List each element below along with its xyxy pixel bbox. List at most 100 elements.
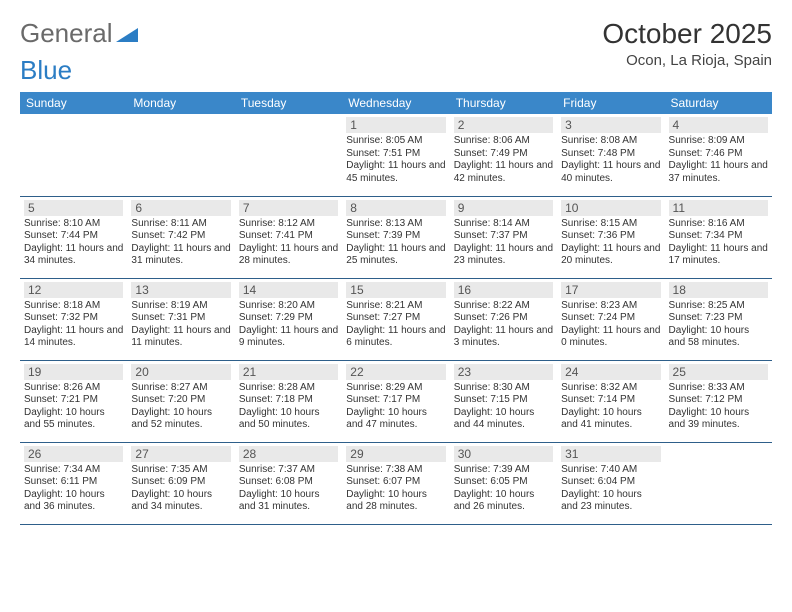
day-number: 20 xyxy=(131,364,230,380)
day-number: 7 xyxy=(239,200,338,216)
day-number: 28 xyxy=(239,446,338,462)
day-number: 19 xyxy=(24,364,123,380)
day-info: Sunrise: 8:19 AMSunset: 7:31 PMDaylight:… xyxy=(131,300,230,350)
day-info: Sunrise: 8:33 AMSunset: 7:12 PMDaylight:… xyxy=(669,382,768,432)
calendar-cell: 19 Sunrise: 8:26 AMSunset: 7:21 PMDayligh… xyxy=(20,360,127,442)
day-info: Sunrise: 8:16 AMSunset: 7:34 PMDaylight:… xyxy=(669,218,768,268)
day-number: 10 xyxy=(561,200,660,216)
day-number: 6 xyxy=(131,200,230,216)
day-info: Sunrise: 8:25 AMSunset: 7:23 PMDaylight:… xyxy=(669,300,768,350)
calendar-table: SundayMondayTuesdayWednesdayThursdayFrid… xyxy=(20,92,772,525)
day-info: Sunrise: 8:05 AMSunset: 7:51 PMDaylight:… xyxy=(346,135,445,185)
calendar-cell: 24Sunrise: 8:32 AMSunset: 7:14 PMDayligh… xyxy=(557,360,664,442)
calendar-cell: 13 Sunrise: 8:19 AMSunset: 7:31 PMDayligh… xyxy=(127,278,234,360)
day-info: Sunrise: 7:39 AMSunset: 6:05 PMDaylight:… xyxy=(454,464,553,514)
day-info: Sunrise: 8:13 AMSunset: 7:39 PMDaylight:… xyxy=(346,218,445,268)
calendar-cell: 6 Sunrise: 8:11 AMSunset: 7:42 PMDaylight… xyxy=(127,196,234,278)
day-number: 8 xyxy=(346,200,445,216)
calendar-cell: 7 Sunrise: 8:12 AMSunset: 7:41 PMDaylight… xyxy=(235,196,342,278)
day-info: Sunrise: 8:26 AMSunset: 7:21 PMDaylight:… xyxy=(24,382,123,432)
day-header: Friday xyxy=(557,92,664,114)
day-info: Sunrise: 8:21 AMSunset: 7:27 PMDaylight:… xyxy=(346,300,445,350)
day-info: Sunrise: 7:34 AMSunset: 6:11 PMDaylight:… xyxy=(24,464,123,514)
calendar-cell: 25 Sunrise: 8:33 AMSunset: 7:12 PMDayligh… xyxy=(665,360,772,442)
day-info: Sunrise: 8:14 AMSunset: 7:37 PMDaylight:… xyxy=(454,218,553,268)
calendar-row: 1 Sunrise: 8:05 AMSunset: 7:51 PMDaylight… xyxy=(20,114,772,196)
day-info: Sunrise: 7:37 AMSunset: 6:08 PMDaylight:… xyxy=(239,464,338,514)
day-number: 25 xyxy=(669,364,768,380)
day-number: 2 xyxy=(454,117,553,133)
calendar-cell: 5 Sunrise: 8:10 AMSunset: 7:44 PMDaylight… xyxy=(20,196,127,278)
day-info: Sunrise: 8:11 AMSunset: 7:42 PMDaylight:… xyxy=(131,218,230,268)
day-number: 29 xyxy=(346,446,445,462)
day-info: Sunrise: 7:38 AMSunset: 6:07 PMDaylight:… xyxy=(346,464,445,514)
day-info: Sunrise: 8:22 AMSunset: 7:26 PMDaylight:… xyxy=(454,300,553,350)
calendar-cell: 16 Sunrise: 8:22 AMSunset: 7:26 PMDayligh… xyxy=(450,278,557,360)
day-number: 21 xyxy=(239,364,338,380)
day-header-row: SundayMondayTuesdayWednesdayThursdayFrid… xyxy=(20,92,772,114)
day-header: Thursday xyxy=(450,92,557,114)
day-info: Sunrise: 8:20 AMSunset: 7:29 PMDaylight:… xyxy=(239,300,338,350)
day-number: 12 xyxy=(24,282,123,298)
day-number: 5 xyxy=(24,200,123,216)
day-number: 11 xyxy=(669,200,768,216)
calendar-cell: 10 Sunrise: 8:15 AMSunset: 7:36 PMDayligh… xyxy=(557,196,664,278)
day-number: 9 xyxy=(454,200,553,216)
calendar-cell: 14Sunrise: 8:20 AMSunset: 7:29 PMDayligh… xyxy=(235,278,342,360)
calendar-row: 26Sunrise: 7:34 AMSunset: 6:11 PMDayligh… xyxy=(20,442,772,524)
calendar-cell xyxy=(235,114,342,196)
calendar-cell: 1 Sunrise: 8:05 AMSunset: 7:51 PMDaylight… xyxy=(342,114,449,196)
day-info: Sunrise: 8:29 AMSunset: 7:17 PMDaylight:… xyxy=(346,382,445,432)
day-number: 1 xyxy=(346,117,445,133)
logo-text-2: Blue xyxy=(20,55,72,85)
day-info: Sunrise: 7:40 AMSunset: 6:04 PMDaylight:… xyxy=(561,464,660,514)
calendar-cell: 29 Sunrise: 7:38 AMSunset: 6:07 PMDayligh… xyxy=(342,442,449,524)
calendar-cell: 18 Sunrise: 8:25 AMSunset: 7:23 PMDayligh… xyxy=(665,278,772,360)
day-header: Sunday xyxy=(20,92,127,114)
day-info: Sunrise: 8:23 AMSunset: 7:24 PMDaylight:… xyxy=(561,300,660,350)
day-number: 31 xyxy=(561,446,660,462)
calendar-cell: 9 Sunrise: 8:14 AMSunset: 7:37 PMDaylight… xyxy=(450,196,557,278)
calendar-cell: 12 Sunrise: 8:18 AMSunset: 7:32 PMDayligh… xyxy=(20,278,127,360)
calendar-cell: 15 Sunrise: 8:21 AMSunset: 7:27 PMDayligh… xyxy=(342,278,449,360)
day-info: Sunrise: 7:35 AMSunset: 6:09 PMDaylight:… xyxy=(131,464,230,514)
day-info: Sunrise: 8:06 AMSunset: 7:49 PMDaylight:… xyxy=(454,135,553,185)
calendar-cell: 30 Sunrise: 7:39 AMSunset: 6:05 PMDayligh… xyxy=(450,442,557,524)
day-info: Sunrise: 8:15 AMSunset: 7:36 PMDaylight:… xyxy=(561,218,660,268)
day-number: 13 xyxy=(131,282,230,298)
day-number: 30 xyxy=(454,446,553,462)
day-number: 23 xyxy=(454,364,553,380)
month-title: October 2025 xyxy=(602,18,772,50)
calendar-row: 12 Sunrise: 8:18 AMSunset: 7:32 PMDayligh… xyxy=(20,278,772,360)
day-info: Sunrise: 8:30 AMSunset: 7:15 PMDaylight:… xyxy=(454,382,553,432)
day-number: 24 xyxy=(561,364,660,380)
calendar-cell: 11 Sunrise: 8:16 AMSunset: 7:34 PMDayligh… xyxy=(665,196,772,278)
calendar-cell: 28 Sunrise: 7:37 AMSunset: 6:08 PMDayligh… xyxy=(235,442,342,524)
calendar-cell: 26Sunrise: 7:34 AMSunset: 6:11 PMDayligh… xyxy=(20,442,127,524)
day-number: 16 xyxy=(454,282,553,298)
calendar-row: 5 Sunrise: 8:10 AMSunset: 7:44 PMDaylight… xyxy=(20,196,772,278)
calendar-cell: 20Sunrise: 8:27 AMSunset: 7:20 PMDayligh… xyxy=(127,360,234,442)
day-number: 17 xyxy=(561,282,660,298)
calendar-cell: 23 Sunrise: 8:30 AMSunset: 7:15 PMDayligh… xyxy=(450,360,557,442)
calendar-cell: 17 Sunrise: 8:23 AMSunset: 7:24 PMDayligh… xyxy=(557,278,664,360)
logo-triangle-icon xyxy=(116,18,138,49)
day-info: Sunrise: 8:09 AMSunset: 7:46 PMDaylight:… xyxy=(669,135,768,185)
day-number: 18 xyxy=(669,282,768,298)
day-info: Sunrise: 8:12 AMSunset: 7:41 PMDaylight:… xyxy=(239,218,338,268)
calendar-cell: 2 Sunrise: 8:06 AMSunset: 7:49 PMDaylight… xyxy=(450,114,557,196)
day-info: Sunrise: 8:18 AMSunset: 7:32 PMDaylight:… xyxy=(24,300,123,350)
day-info: Sunrise: 8:28 AMSunset: 7:18 PMDaylight:… xyxy=(239,382,338,432)
calendar-cell xyxy=(20,114,127,196)
day-number: 27 xyxy=(131,446,230,462)
day-header: Monday xyxy=(127,92,234,114)
calendar-cell: 22Sunrise: 8:29 AMSunset: 7:17 PMDayligh… xyxy=(342,360,449,442)
calendar-cell: 8 Sunrise: 8:13 AMSunset: 7:39 PMDaylight… xyxy=(342,196,449,278)
calendar-cell xyxy=(127,114,234,196)
day-number: 15 xyxy=(346,282,445,298)
calendar-cell: 3Sunrise: 8:08 AMSunset: 7:48 PMDaylight… xyxy=(557,114,664,196)
logo: General xyxy=(20,18,138,49)
day-info: Sunrise: 8:08 AMSunset: 7:48 PMDaylight:… xyxy=(561,135,660,185)
day-number: 4 xyxy=(669,117,768,133)
day-info: Sunrise: 8:10 AMSunset: 7:44 PMDaylight:… xyxy=(24,218,123,268)
